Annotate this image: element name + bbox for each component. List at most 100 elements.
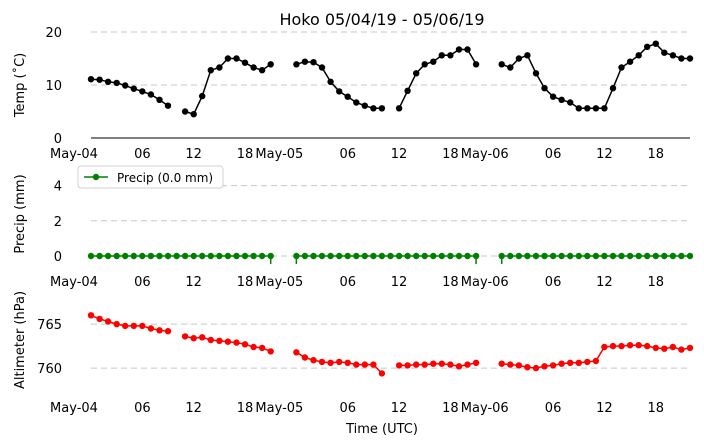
temperature-point	[413, 70, 420, 77]
altimeter-point	[430, 360, 437, 367]
altimeter-point	[353, 361, 360, 368]
altimeter-point	[541, 363, 548, 370]
altimeter-ytick-label: 760	[37, 362, 62, 377]
precipitation-xtick-label: 06	[134, 275, 151, 290]
temperature-series-line	[296, 60, 382, 110]
altimeter-point	[147, 325, 155, 332]
precipitation-point	[524, 252, 531, 260]
altimeter-xtick-label: 12	[185, 401, 202, 416]
temperature-point	[87, 76, 95, 83]
precipitation-point	[558, 252, 565, 260]
altimeter-point	[498, 360, 505, 367]
temperature-point	[156, 96, 163, 104]
precipitation-point	[336, 252, 343, 260]
precipitation-y-axis-label: Precip (mm)	[13, 174, 28, 253]
temperature-xtick-label: May-06	[461, 147, 509, 162]
altimeter-point	[96, 315, 103, 323]
altimeter-point	[464, 361, 471, 368]
temperature-point	[267, 61, 274, 68]
chart-title: Hoko 05/04/19 - 05/06/19	[279, 10, 484, 29]
temperature-point	[669, 52, 677, 59]
altimeter-point	[609, 342, 617, 350]
temperature-point	[301, 58, 309, 65]
precipitation-point	[532, 252, 540, 260]
altimeter-point	[592, 357, 600, 365]
temperature-point	[464, 46, 471, 53]
altimeter-point	[413, 361, 420, 368]
altimeter-point	[472, 359, 480, 366]
precipitation-point	[190, 252, 197, 260]
altimeter-ytick-label: 765	[37, 318, 62, 333]
precipitation-xtick-label: 06	[339, 275, 356, 290]
altimeter-point	[395, 362, 403, 369]
altimeter-point	[626, 342, 634, 349]
precipitation-point	[156, 252, 163, 260]
precipitation-point	[609, 252, 617, 260]
temperature-point	[455, 46, 463, 53]
altimeter-point	[455, 363, 463, 370]
precipitation-point	[353, 252, 360, 260]
altimeter-point	[293, 349, 300, 356]
precipitation-point	[644, 252, 651, 260]
precipitation-point	[370, 252, 377, 260]
temperature-point	[438, 52, 445, 59]
precipitation-point	[378, 252, 386, 260]
temperature-point	[370, 105, 377, 112]
temperature-xtick-label: 18	[442, 147, 459, 162]
temperature-xtick-label: 12	[596, 147, 613, 162]
altimeter-point	[567, 359, 574, 366]
temperature-point	[250, 64, 257, 71]
precipitation-point	[181, 252, 189, 260]
altimeter-xtick-label: 18	[237, 401, 254, 416]
temperature-point	[618, 64, 625, 71]
precipitation-xtick-label: 12	[185, 275, 202, 290]
precipitation-point	[686, 252, 694, 260]
altimeter-point	[661, 345, 668, 352]
precipitation-point	[241, 252, 249, 260]
x-axis-label: Time (UTC)	[345, 422, 418, 437]
temperature-point	[181, 108, 189, 115]
temperature-point	[104, 78, 112, 86]
precipitation-point	[430, 252, 437, 260]
temperature-point	[327, 78, 334, 86]
precipitation-point	[113, 252, 120, 260]
precipitation-point	[447, 252, 454, 260]
precipitation-point	[584, 252, 591, 260]
altimeter-point	[310, 357, 317, 364]
temperature-ytick-label: 10	[45, 79, 62, 94]
precipitation-xtick-label: May-04	[50, 275, 98, 290]
precipitation-point	[207, 252, 214, 260]
altimeter-point	[258, 344, 266, 352]
precipitation-point	[515, 252, 523, 260]
temperature-point	[395, 105, 403, 112]
altimeter-point	[652, 344, 659, 352]
altimeter-xtick-label: 06	[134, 401, 151, 416]
precipitation-xtick-label: May-05	[255, 275, 303, 290]
precipitation-point	[199, 252, 206, 260]
precipitation-point	[464, 252, 471, 260]
precipitation-point	[250, 252, 257, 260]
altimeter-point	[678, 346, 685, 353]
altimeter-xtick-label: 12	[596, 401, 613, 416]
precipitation-point	[147, 252, 155, 260]
temperature-y-axis-label: Temp (˚C)	[12, 53, 28, 119]
temperature-point	[404, 87, 411, 95]
altimeter-xtick-label: 18	[647, 401, 664, 416]
precipitation-point	[575, 252, 582, 260]
precipitation-point	[387, 252, 394, 260]
precipitation-point	[164, 252, 172, 260]
precipitation-point	[361, 252, 368, 260]
precipitation-point	[652, 252, 659, 260]
temperature-xtick-label: 12	[391, 147, 408, 162]
precipitation-point	[310, 252, 317, 260]
altimeter-xtick-label: 06	[545, 401, 562, 416]
altimeter-xtick-label: 18	[442, 401, 459, 416]
altimeter-point	[421, 361, 428, 368]
precipitation-legend: Precip (0.0 mm)	[77, 165, 224, 189]
temperature-point	[224, 55, 232, 62]
precipitation-xtick-label: May-06	[461, 275, 509, 290]
temperature-point	[541, 85, 548, 92]
altimeter-point	[336, 358, 343, 366]
precipitation-point	[549, 252, 557, 260]
